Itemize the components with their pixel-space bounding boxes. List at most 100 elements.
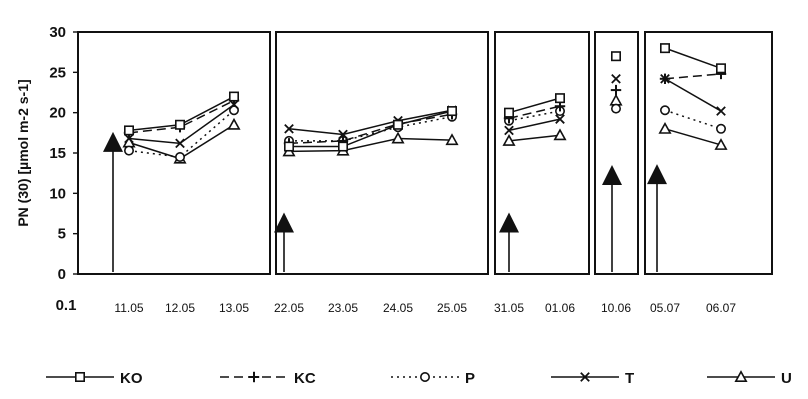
marker-square bbox=[503, 107, 514, 118]
data-point bbox=[284, 123, 294, 134]
legend-marker bbox=[419, 371, 430, 382]
series-ko bbox=[610, 51, 621, 62]
series-line bbox=[289, 115, 453, 142]
series-line bbox=[664, 73, 722, 80]
marker-square bbox=[175, 119, 186, 130]
legend-item-kc: KC bbox=[220, 370, 316, 387]
panel-frame bbox=[644, 31, 773, 275]
panel-1: 11.05 12.05 13.05 bbox=[77, 31, 271, 315]
legend-marker bbox=[734, 370, 748, 383]
legend-label: KC bbox=[294, 370, 316, 387]
marker-circle bbox=[124, 145, 135, 156]
data-point bbox=[124, 145, 135, 156]
x-tick-label: 06.07 bbox=[706, 301, 736, 315]
data-point bbox=[392, 119, 403, 130]
marker-triangle bbox=[658, 121, 672, 134]
legend-label: KO bbox=[120, 370, 143, 387]
data-point bbox=[283, 141, 294, 152]
x-tick-label: 11.05 bbox=[114, 301, 143, 315]
panel-4: 10.06 bbox=[594, 31, 639, 315]
series-t bbox=[284, 105, 457, 140]
legend-marker bbox=[248, 371, 260, 383]
marker-triangle bbox=[609, 93, 623, 106]
data-point bbox=[503, 107, 514, 118]
marker-cross-b bbox=[580, 372, 590, 382]
x-tick-label: 01.06 bbox=[545, 301, 575, 315]
marker-square bbox=[392, 119, 403, 130]
series-t bbox=[611, 73, 621, 84]
legend-item-t: T bbox=[551, 370, 634, 387]
series-kc bbox=[610, 84, 622, 96]
data-point bbox=[716, 106, 726, 116]
legend-label: P bbox=[465, 370, 475, 387]
series-p bbox=[610, 103, 621, 114]
panel-frame bbox=[494, 31, 590, 275]
series-line bbox=[664, 128, 722, 146]
marker-square bbox=[283, 141, 294, 152]
panel-3: 31.05 01.06 bbox=[494, 31, 590, 315]
series-line bbox=[288, 137, 453, 153]
data-point bbox=[609, 93, 623, 106]
marker-triangle bbox=[391, 131, 405, 144]
marker-triangle bbox=[714, 138, 728, 150]
panel-2: 22.05 23.05 24.05 25.05 bbox=[274, 31, 489, 315]
y-tick-label: 20 bbox=[49, 105, 66, 122]
data-point bbox=[175, 119, 186, 130]
data-point bbox=[124, 125, 135, 136]
marker-cross-b bbox=[716, 106, 726, 116]
y-axis-extra-label: 0.1 bbox=[56, 297, 77, 314]
y-tick-label: 15 bbox=[49, 145, 66, 162]
arrow-head bbox=[602, 164, 622, 185]
series-line bbox=[664, 47, 722, 70]
legend-marker bbox=[580, 372, 590, 382]
series-ko bbox=[503, 93, 565, 118]
legend-item-u: U bbox=[707, 370, 792, 387]
data-point bbox=[715, 63, 726, 74]
data-point bbox=[446, 106, 457, 117]
data-point bbox=[504, 125, 514, 136]
data-point bbox=[391, 131, 405, 144]
data-point bbox=[124, 133, 134, 144]
data-point bbox=[227, 117, 241, 130]
series-line bbox=[508, 97, 561, 114]
marker-square bbox=[229, 91, 240, 102]
data-point bbox=[659, 73, 671, 84]
data-point bbox=[553, 128, 567, 141]
x-tick-label: 05.07 bbox=[650, 301, 680, 315]
data-point bbox=[175, 152, 186, 163]
marker-cross-b bbox=[175, 138, 185, 149]
y-tick-label: 30 bbox=[49, 24, 66, 41]
data-point bbox=[611, 73, 621, 84]
marker-cross-b bbox=[555, 114, 565, 124]
marker-circle bbox=[715, 123, 726, 134]
series-t bbox=[504, 114, 565, 136]
marker-cross-b bbox=[284, 123, 294, 134]
marker-square bbox=[124, 125, 135, 136]
arrow-head bbox=[499, 212, 519, 233]
chart-legend: KO KC P T U bbox=[46, 370, 792, 387]
series-line bbox=[664, 109, 722, 130]
marker-square bbox=[715, 63, 726, 74]
data-point bbox=[610, 103, 621, 114]
x-tick-label: 13.05 bbox=[219, 301, 249, 315]
marker-square bbox=[610, 51, 621, 62]
data-point bbox=[338, 129, 348, 140]
x-tick-label: 23.05 bbox=[328, 301, 358, 315]
data-point bbox=[714, 138, 728, 150]
legend-item-p: P bbox=[391, 370, 475, 387]
legend-label: U bbox=[781, 370, 792, 387]
marker-cross-b bbox=[338, 129, 348, 140]
series-line bbox=[128, 99, 235, 134]
series-u bbox=[609, 93, 623, 106]
data-point bbox=[610, 84, 622, 96]
marker-square bbox=[75, 371, 86, 382]
marker-cross-b bbox=[124, 133, 134, 144]
series-u bbox=[658, 121, 728, 150]
x-tick-label: 10.06 bbox=[601, 301, 631, 315]
series-line bbox=[508, 105, 561, 120]
marker-square bbox=[337, 141, 348, 152]
series-kc bbox=[659, 68, 727, 84]
marker-circle bbox=[610, 103, 621, 114]
y-axis-title: PN (30) [µmol m-2 s-1] bbox=[15, 79, 31, 226]
